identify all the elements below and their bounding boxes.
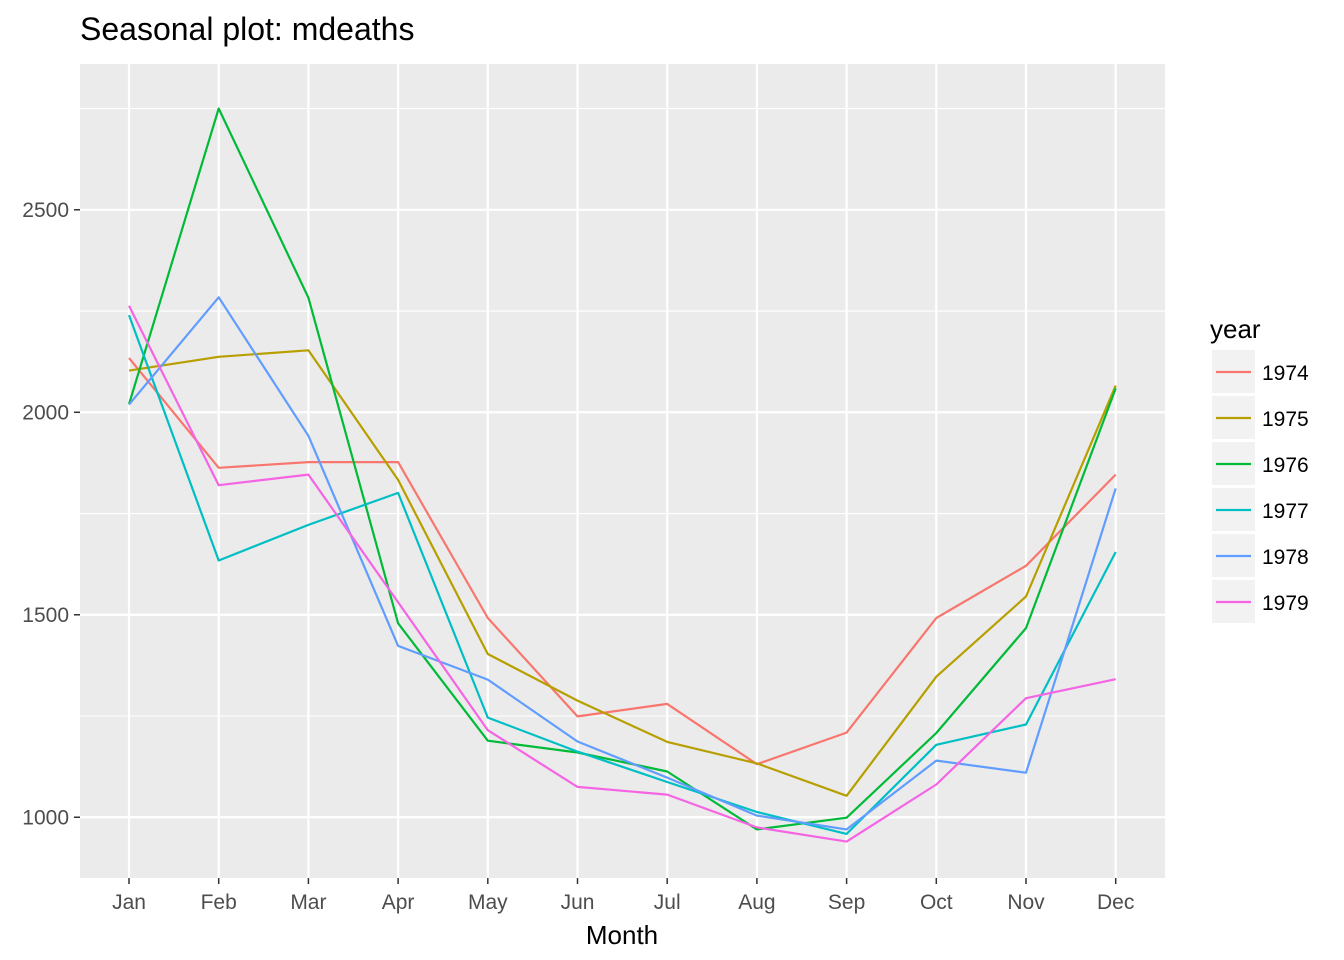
legend-label-1974: 1974 (1262, 362, 1309, 385)
x-tick-label: Aug (738, 891, 775, 914)
x-axis-title: Month (586, 920, 658, 950)
x-tick-label: Jun (561, 891, 595, 914)
series-line-1977 (127, 314, 1117, 836)
x-tick-label: Sep (828, 891, 865, 914)
x-tick-label: Feb (201, 891, 237, 914)
legend-label-1979: 1979 (1262, 592, 1309, 615)
y-tick-label: 2000 (22, 401, 69, 424)
x-tick-label: Dec (1097, 891, 1134, 914)
legend-label-1978: 1978 (1262, 546, 1309, 569)
x-tick-label: Oct (920, 891, 953, 914)
x-tick-label: Jul (654, 891, 681, 914)
x-tick-label: Nov (1007, 891, 1045, 914)
legend-label-1976: 1976 (1262, 454, 1309, 477)
chart-title: Seasonal plot: mdeaths (80, 11, 414, 47)
legend-label-1975: 1975 (1262, 408, 1309, 431)
legend: year 1974 1975 1976 1977 1978 1979 (1210, 314, 1309, 623)
y-tick-label: 2500 (22, 199, 69, 222)
y-tick-label: 1500 (22, 604, 69, 627)
axes: 1000 1500 2000 2500 Jan Feb Mar Apr May Jun Jul Aug… (22, 199, 1134, 914)
legend-title: year (1210, 314, 1261, 344)
x-tick-label: Mar (290, 891, 326, 914)
series-line-1978 (128, 296, 1117, 831)
x-tick-label: Apr (382, 891, 415, 914)
x-tick-label: May (468, 891, 508, 914)
y-tick-label: 1000 (22, 806, 69, 829)
panel-background (80, 64, 1165, 878)
series-line-1976 (127, 107, 1117, 831)
plot-panel (80, 64, 1165, 878)
series-lines (127, 107, 1117, 843)
series-line-1974 (128, 357, 1117, 766)
series-line-1975 (128, 349, 1117, 797)
x-tick-label: Jan (112, 891, 146, 914)
series-line-1979 (128, 305, 1116, 843)
legend-label-1977: 1977 (1262, 500, 1309, 523)
